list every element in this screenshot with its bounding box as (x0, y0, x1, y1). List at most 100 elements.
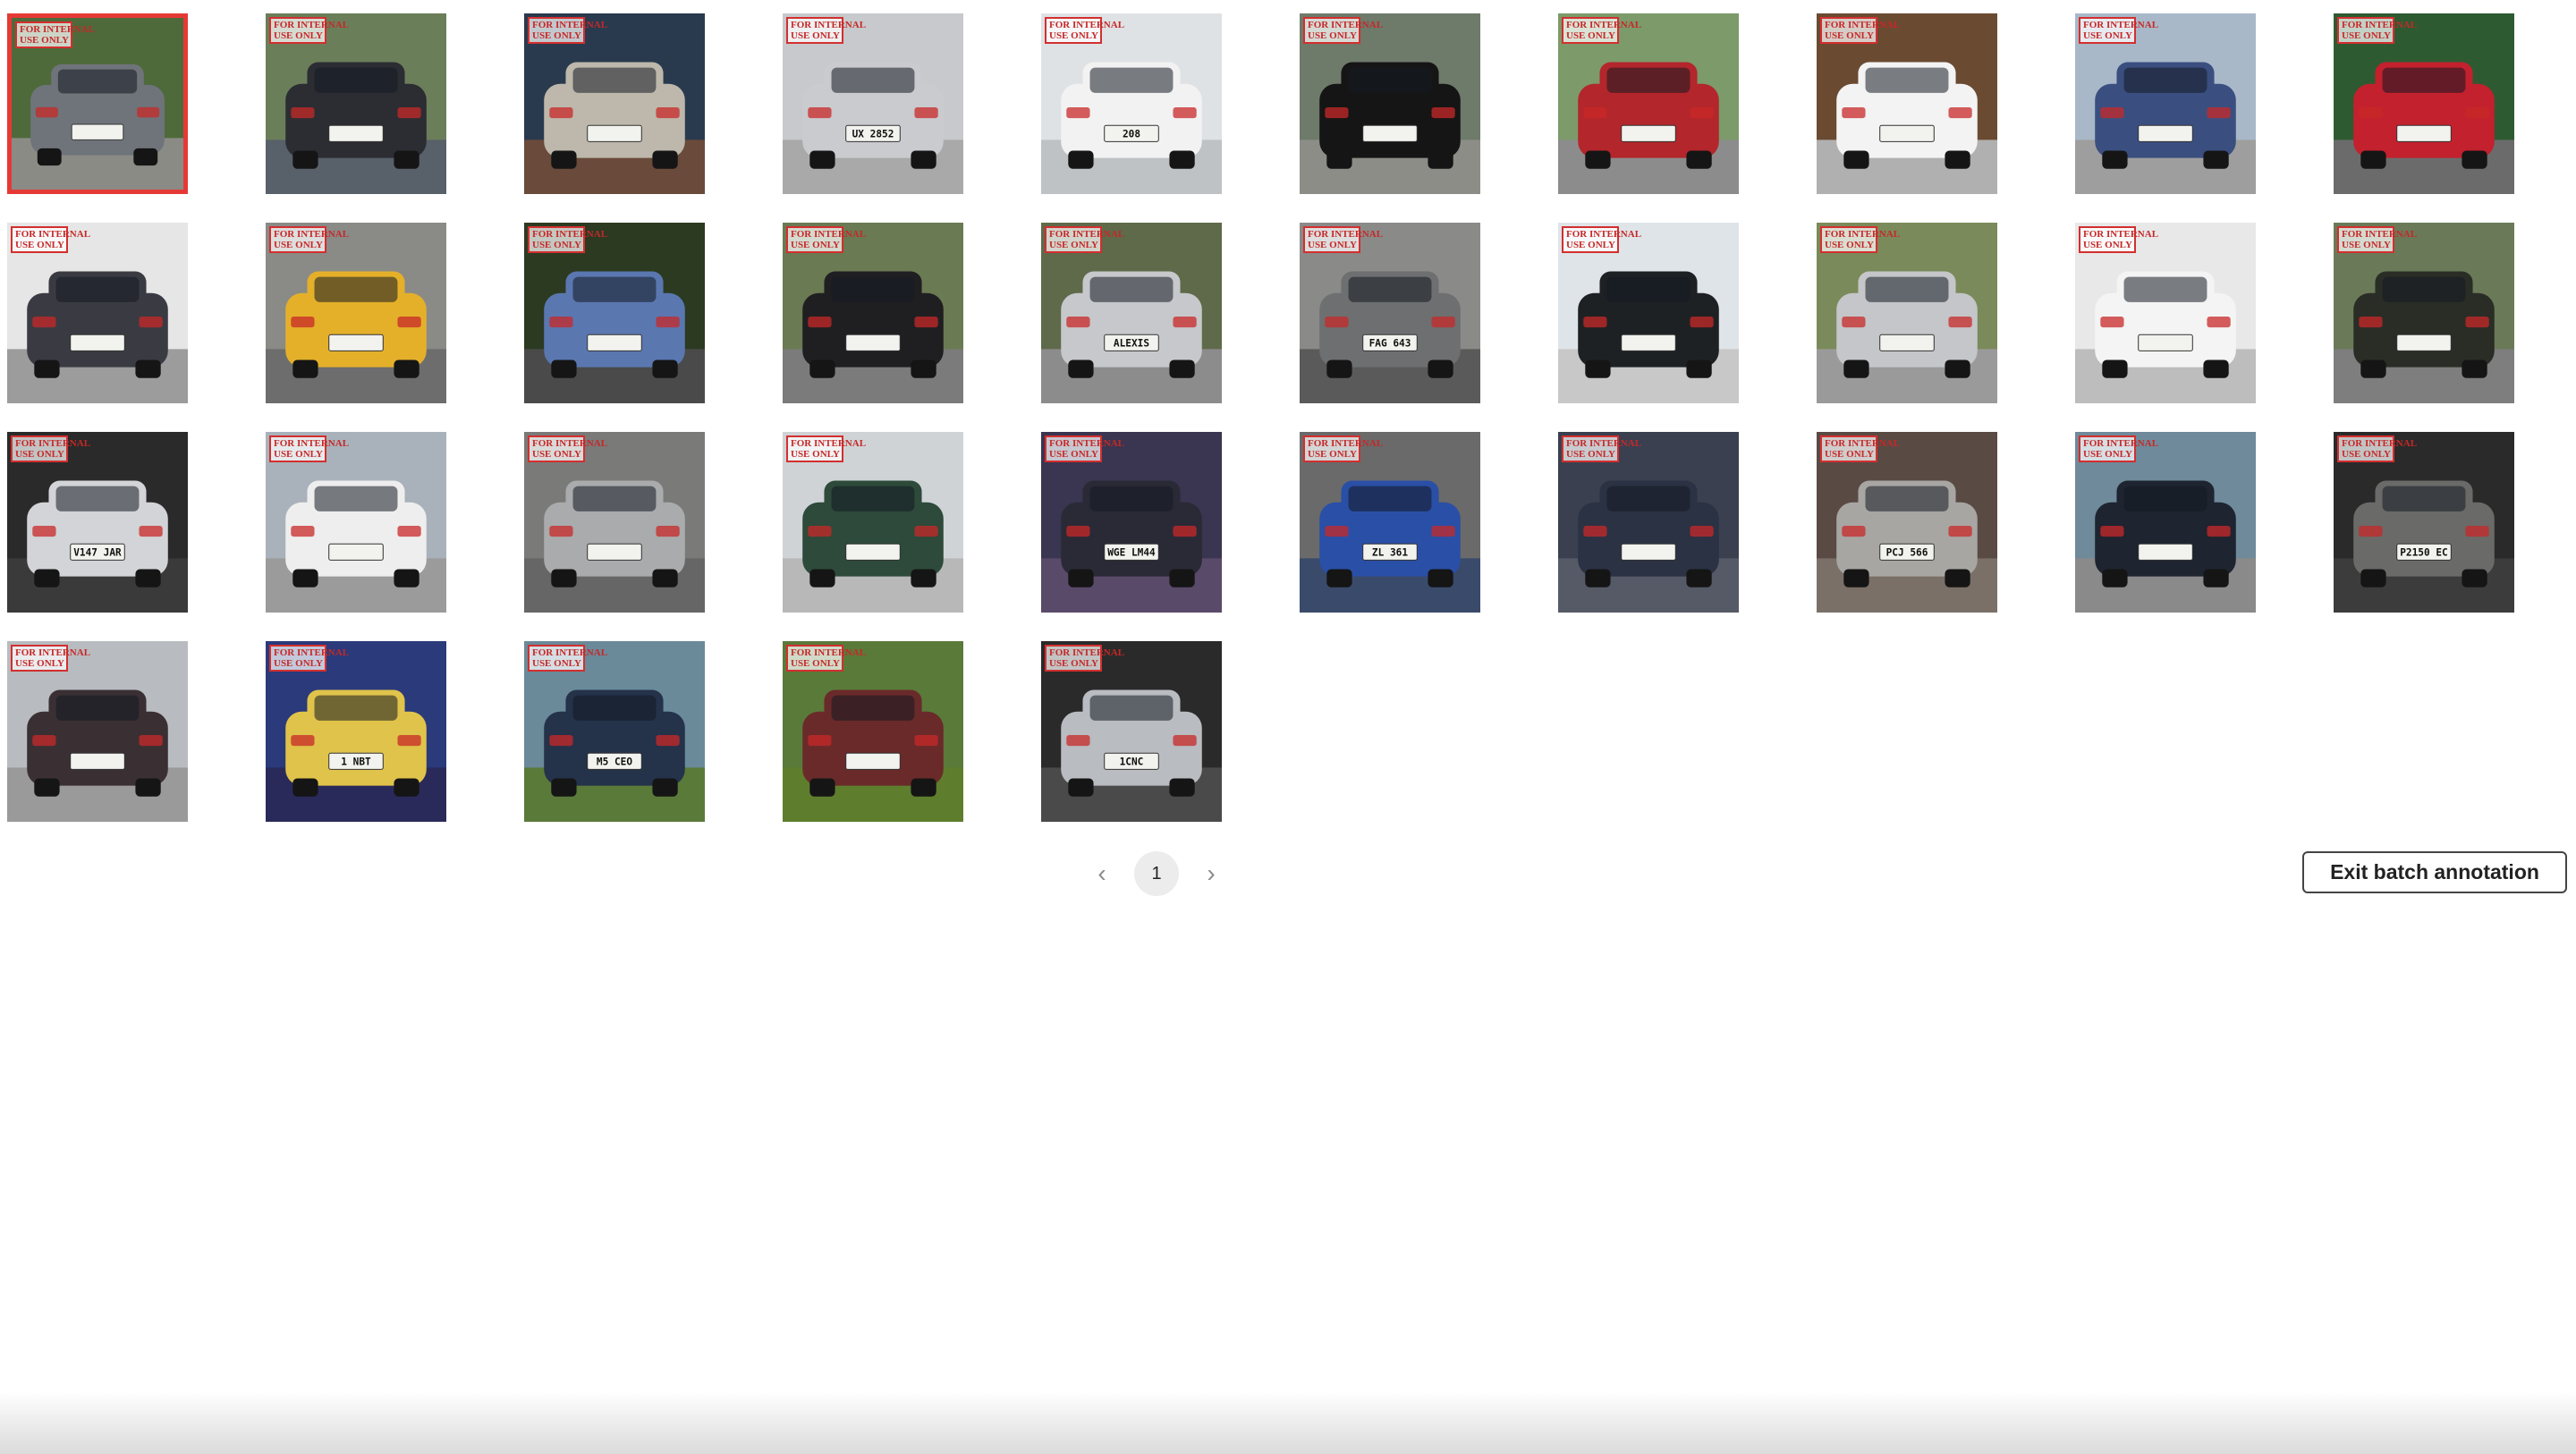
image-thumbnail[interactable]: ALEXIS FOR INTERNAL USE ONLY (1041, 223, 1222, 403)
internal-use-watermark: FOR INTERNAL USE ONLY (2337, 17, 2417, 44)
image-thumbnail[interactable]: FOR INTERNAL USE ONLY (524, 223, 705, 403)
image-thumbnail[interactable]: FOR INTERNAL USE ONLY (524, 432, 705, 613)
watermark-line-2: USE ONLY (1308, 449, 1357, 460)
image-thumbnail[interactable]: FOR INTERNAL USE ONLY (1817, 13, 1997, 194)
license-plate-text: ALEXIS (1114, 337, 1149, 349)
image-thumbnail[interactable]: FOR INTERNAL USE ONLY (1558, 223, 1739, 403)
image-thumbnail[interactable]: WGE LM44 FOR INTERNAL USE ONLY (1041, 432, 1222, 613)
image-thumbnail[interactable]: PCJ 566 FOR INTERNAL USE ONLY (1817, 432, 1997, 613)
image-thumbnail[interactable]: FOR INTERNAL USE ONLY (7, 223, 188, 403)
image-thumbnail[interactable]: P2150 EC FOR INTERNAL USE ONLY (2334, 432, 2514, 613)
watermark-line-1: FOR INTERNAL (532, 20, 608, 30)
internal-use-watermark: FOR INTERNAL USE ONLY (1820, 17, 1900, 44)
license-plate-text: UX 2852 (852, 128, 894, 139)
image-thumbnail[interactable]: FOR INTERNAL USE ONLY (2075, 223, 2256, 403)
watermark-line-1: FOR INTERNAL (1049, 229, 1125, 240)
watermark-line-1: FOR INTERNAL (532, 229, 608, 240)
image-thumbnail[interactable]: FOR INTERNAL USE ONLY (1558, 432, 1739, 613)
image-thumbnail[interactable]: FOR INTERNAL USE ONLY (783, 223, 963, 403)
internal-use-watermark: FOR INTERNAL USE ONLY (1820, 226, 1901, 253)
watermark-line-2: USE ONLY (1308, 30, 1357, 41)
page-number-button[interactable]: 1 (1134, 851, 1179, 896)
image-thumbnail[interactable]: FOR INTERNAL USE ONLY (1817, 223, 1997, 403)
image-thumbnail[interactable]: FAG 643 FOR INTERNAL USE ONLY (1300, 223, 1480, 403)
image-thumbnail[interactable]: FOR INTERNAL USE ONLY (266, 13, 446, 194)
watermark-line-2: USE ONLY (1566, 30, 1615, 41)
image-thumbnail[interactable]: FOR INTERNAL USE ONLY (2334, 223, 2514, 403)
internal-use-watermark: FOR INTERNAL USE ONLY (786, 226, 866, 253)
license-plate-text: FAG 643 (1369, 337, 1411, 349)
internal-use-watermark: FOR INTERNAL USE ONLY (1045, 17, 1125, 44)
watermark-line-1: FOR INTERNAL (15, 647, 91, 658)
watermark-line-1: FOR INTERNAL (1049, 20, 1125, 30)
internal-use-watermark: FOR INTERNAL USE ONLY (11, 645, 91, 672)
image-thumbnail[interactable]: ZL 361 FOR INTERNAL USE ONLY (1300, 432, 1480, 613)
image-thumbnail[interactable]: FOR INTERNAL USE ONLY (783, 432, 963, 613)
car-photo (524, 223, 705, 403)
internal-use-watermark: FOR INTERNAL USE ONLY (1562, 435, 1642, 462)
watermark-line-1: FOR INTERNAL (532, 647, 608, 658)
car-photo (2075, 432, 2256, 613)
car-photo: ZL 361 (1300, 432, 1480, 613)
internal-use-watermark: FOR INTERNAL USE ONLY (786, 435, 867, 462)
watermark-line-2: USE ONLY (274, 449, 323, 460)
watermark-line-2: USE ONLY (15, 240, 64, 250)
image-thumbnail[interactable]: 208 FOR INTERNAL USE ONLY (1041, 13, 1222, 194)
watermark-line-2: USE ONLY (791, 30, 840, 41)
image-thumbnail[interactable]: M5 CEO FOR INTERNAL USE ONLY (524, 641, 705, 822)
internal-use-watermark: FOR INTERNAL USE ONLY (2079, 17, 2159, 44)
watermark-line-1: FOR INTERNAL (1825, 229, 1901, 240)
image-thumbnail[interactable]: FOR INTERNAL USE ONLY (783, 641, 963, 822)
license-plate-text: M5 CEO (597, 756, 632, 767)
car-photo (7, 223, 188, 403)
watermark-line-2: USE ONLY (791, 449, 840, 460)
watermark-line-1: FOR INTERNAL (1308, 438, 1384, 449)
watermark-line-2: USE ONLY (2342, 240, 2391, 250)
image-thumbnail[interactable]: UX 2852 FOR INTERNAL USE ONLY (783, 13, 963, 194)
image-thumbnail[interactable]: FOR INTERNAL USE ONLY (266, 432, 446, 613)
image-thumbnail[interactable]: FOR INTERNAL USE ONLY (1300, 13, 1480, 194)
watermark-line-2: USE ONLY (15, 449, 64, 460)
license-plate-text: V147 JAR (73, 546, 122, 558)
image-thumbnail[interactable]: FOR INTERNAL USE ONLY (266, 223, 446, 403)
watermark-line-2: USE ONLY (2083, 30, 2132, 41)
car-photo: UX 2852 (783, 13, 963, 194)
image-thumbnail[interactable]: FOR INTERNAL USE ONLY (2075, 13, 2256, 194)
watermark-line-1: FOR INTERNAL (791, 438, 867, 449)
image-thumbnail[interactable]: V147 JAR FOR INTERNAL USE ONLY (7, 432, 188, 613)
watermark-line-1: FOR INTERNAL (2083, 20, 2159, 30)
image-thumbnail[interactable]: 1CNC FOR INTERNAL USE ONLY (1041, 641, 1222, 822)
car-photo (783, 432, 963, 613)
watermark-line-1: FOR INTERNAL (1049, 647, 1125, 658)
watermark-line-1: FOR INTERNAL (2342, 438, 2418, 449)
watermark-line-1: FOR INTERNAL (274, 438, 350, 449)
internal-use-watermark: FOR INTERNAL USE ONLY (269, 226, 349, 253)
image-thumbnail[interactable]: FOR INTERNAL USE ONLY (7, 13, 188, 194)
internal-use-watermark: FOR INTERNAL USE ONLY (528, 17, 608, 44)
car-photo: M5 CEO (524, 641, 705, 822)
chevron-right-icon[interactable]: › (1207, 859, 1216, 887)
exit-batch-annotation-button[interactable]: Exit batch annotation (2302, 851, 2567, 893)
watermark-line-1: FOR INTERNAL (1825, 438, 1901, 449)
license-plate-text: 208 (1123, 128, 1140, 139)
chevron-left-icon[interactable]: ‹ (1097, 859, 1106, 887)
internal-use-watermark: FOR INTERNAL USE ONLY (1562, 17, 1641, 44)
image-thumbnail[interactable]: FOR INTERNAL USE ONLY (2075, 432, 2256, 613)
watermark-line-1: FOR INTERNAL (2083, 438, 2159, 449)
watermark-line-2: USE ONLY (1049, 30, 1098, 41)
internal-use-watermark: FOR INTERNAL USE ONLY (2337, 226, 2417, 253)
watermark-line-1: FOR INTERNAL (1566, 438, 1642, 449)
image-thumbnail[interactable]: FOR INTERNAL USE ONLY (1558, 13, 1739, 194)
car-photo (1817, 223, 1997, 403)
watermark-line-2: USE ONLY (532, 658, 581, 669)
image-thumbnail[interactable]: 1 NBT FOR INTERNAL USE ONLY (266, 641, 446, 822)
car-photo (12, 18, 183, 190)
license-plate-text: P2150 EC (2400, 546, 2448, 558)
image-thumbnail[interactable]: FOR INTERNAL USE ONLY (7, 641, 188, 822)
image-thumbnail[interactable]: FOR INTERNAL USE ONLY (2334, 13, 2514, 194)
watermark-line-1: FOR INTERNAL (274, 20, 350, 30)
watermark-line-2: USE ONLY (274, 30, 323, 41)
internal-use-watermark: FOR INTERNAL USE ONLY (2079, 226, 2158, 253)
image-thumbnail[interactable]: FOR INTERNAL USE ONLY (524, 13, 705, 194)
